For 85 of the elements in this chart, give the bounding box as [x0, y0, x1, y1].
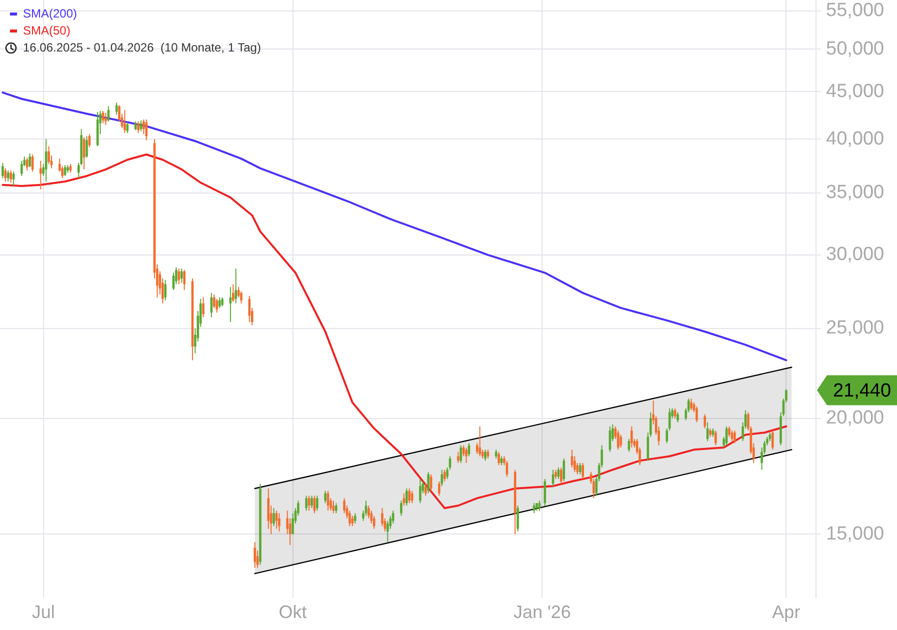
- candlestick: [137, 120, 140, 134]
- candlestick: [180, 268, 183, 284]
- y-tick-label: 20,000: [826, 407, 884, 428]
- candlestick: [400, 500, 402, 516]
- candlestick: [484, 449, 486, 462]
- candlestick: [560, 466, 562, 484]
- candlestick: [221, 296, 224, 307]
- candlestick: [696, 406, 698, 423]
- candlestick: [582, 462, 584, 480]
- candlestick: [771, 430, 774, 450]
- candlestick: [460, 444, 462, 464]
- candlestick: [728, 426, 730, 438]
- candlestick: [202, 296, 204, 318]
- x-tick-label: Okt: [278, 602, 307, 622]
- candlestick: [730, 430, 734, 442]
- candlestick: [554, 469, 557, 480]
- candlestick: [26, 157, 28, 171]
- candlestick: [316, 495, 318, 512]
- y-tick-label: 25,000: [826, 318, 884, 339]
- candlestick: [427, 472, 430, 494]
- candlestick: [183, 270, 186, 290]
- candlestick: [213, 294, 216, 308]
- candlestick: [419, 478, 422, 504]
- candlestick: [28, 152, 31, 168]
- annotation: 21,440: [832, 380, 892, 402]
- candlestick: [2, 162, 4, 179]
- candlestick: [335, 502, 338, 514]
- candlestick: [64, 164, 66, 176]
- candlestick: [440, 469, 444, 487]
- candlestick: [305, 495, 308, 512]
- candlestick: [578, 462, 582, 475]
- candlestick: [386, 520, 389, 543]
- candlestick: [714, 430, 717, 446]
- candlestick: [405, 488, 408, 506]
- y-tick-label: 35,000: [826, 182, 884, 204]
- y-tick-label: 45,000: [826, 80, 884, 102]
- y-tick-label: 40,000: [826, 128, 884, 150]
- annotation: 16.06.2025 - 01.04.2026 (10 Monate, 1 Tag): [23, 40, 261, 54]
- candlestick: [438, 480, 440, 496]
- candlestick: [48, 146, 50, 165]
- candlestick: [704, 414, 706, 429]
- candlestick: [275, 510, 278, 530]
- y-tick-label: 15,000: [826, 523, 884, 544]
- candlestick: [424, 483, 427, 496]
- candlestick: [145, 118, 148, 141]
- candlestick: [516, 505, 519, 532]
- candlestick: [234, 268, 238, 304]
- candlestick: [310, 495, 313, 509]
- candlestick: [465, 446, 468, 464]
- candlestick: [10, 170, 12, 184]
- y-tick-label: 50,000: [826, 38, 884, 60]
- candlestick: [734, 430, 736, 444]
- legend-label: SMA(200): [23, 6, 78, 20]
- candlestick: [278, 512, 280, 532]
- candlestick: [164, 279, 167, 301]
- candlestick: [562, 458, 566, 482]
- candlestick: [272, 508, 275, 527]
- candlestick: [408, 488, 411, 504]
- candlestick: [86, 136, 88, 158]
- candlestick: [676, 412, 679, 423]
- x-tick-label: Apr: [772, 602, 800, 622]
- candlestick: [20, 160, 23, 176]
- candlestick: [324, 490, 326, 504]
- candlestick: [616, 430, 620, 450]
- candlestick: [630, 426, 633, 448]
- candlestick: [240, 290, 242, 304]
- y-tick-label: 30,000: [826, 244, 884, 266]
- candlestick: [254, 542, 256, 568]
- candlestick: [478, 426, 481, 457]
- candlestick: [6, 170, 10, 182]
- candlestick: [40, 160, 42, 190]
- candlestick: [354, 512, 356, 524]
- legend-label: SMA(50): [23, 23, 70, 38]
- y-tick-label: 55,000: [826, 0, 884, 22]
- candlestick: [690, 398, 692, 411]
- candlestick: [457, 451, 460, 464]
- x-tick-label: Jul: [32, 602, 55, 622]
- candlestick: [104, 112, 107, 126]
- candlestick: [443, 469, 446, 482]
- candlestick: [216, 298, 218, 314]
- candlestick: [620, 434, 622, 448]
- candlestick: [124, 109, 126, 134]
- candlestick: [232, 284, 234, 302]
- candlestick: [498, 451, 500, 466]
- x-tick-label: Jan '26: [513, 602, 571, 622]
